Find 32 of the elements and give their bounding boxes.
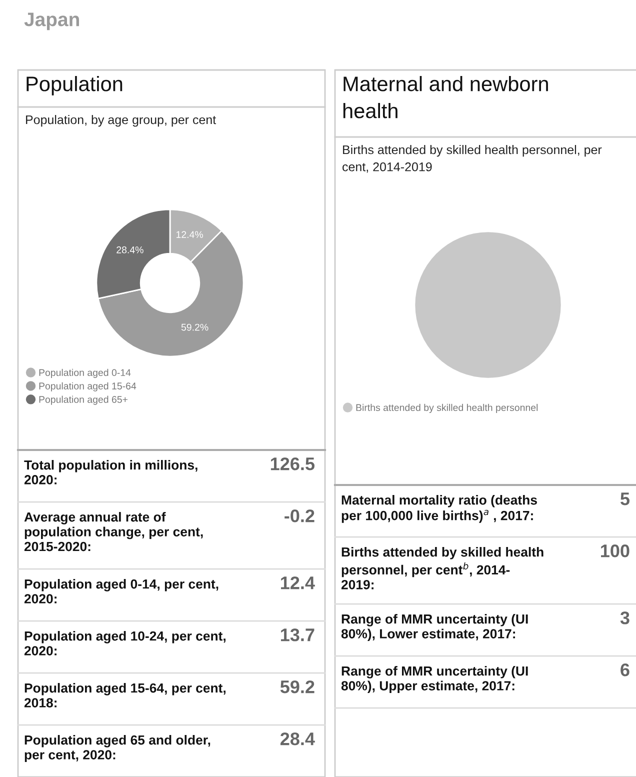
text: Range of MMR uncertainty (UI 80%), Lower estimate, 2017: [341,614,528,642]
legend-label: Births attended by skilled health personnel [356,404,538,413]
text: 100 [601,544,630,558]
text: Total population in millions, 2020: [24,460,198,484]
text: 6 [620,663,630,676]
text: Japan [24,12,79,30]
text: Maternal mortality ratio (deaths per 100,000 live births)$^{a}$ , 2017: [342,495,537,523]
text: 59.2 [280,680,314,694]
text: 126.5 [270,457,314,470]
text: Population aged 65 and older, per cent, 2020: [24,735,210,762]
text: Range of MMR uncertainty (UI 80%), Upper estimate, 2017: [341,666,528,694]
text: 5 [620,492,630,506]
chart-subtitle: Population, by age group, per cent [26,115,216,127]
text: 12.4 [281,576,315,590]
legend-label: Population aged 0-14 [39,368,131,378]
data-label: 12.4% [176,231,203,238]
text: -0.2 [284,509,314,522]
chart-subtitle: Births attended by skilled health personnel, per cent, 2014-2019 [342,145,602,173]
text: 28.4 [280,732,315,746]
data-label: 28.4% [116,246,144,254]
text: 13.7 [281,628,314,642]
text: Population aged 15-64, per cent, 2018: [24,683,226,708]
text: 3 [620,611,630,624]
legend-label: Population aged 65+ [39,396,128,405]
chart-title: Maternal and newborn health [343,76,548,118]
legend-label: Population aged 15-64 [39,382,136,392]
data-label: 59.2% [181,324,208,331]
text: Average annual rate of population change, per cent, 2015-2020: [24,512,203,552]
text: Population aged 10-24, per cent, 2020: [24,631,226,656]
text: Births attended by skilled health personnel, per cent$^{b}$, 2014- 2019: [341,547,544,590]
text: Population aged 0-14, per cent, 2020: [24,579,218,604]
chart-title: Population [26,76,122,96]
